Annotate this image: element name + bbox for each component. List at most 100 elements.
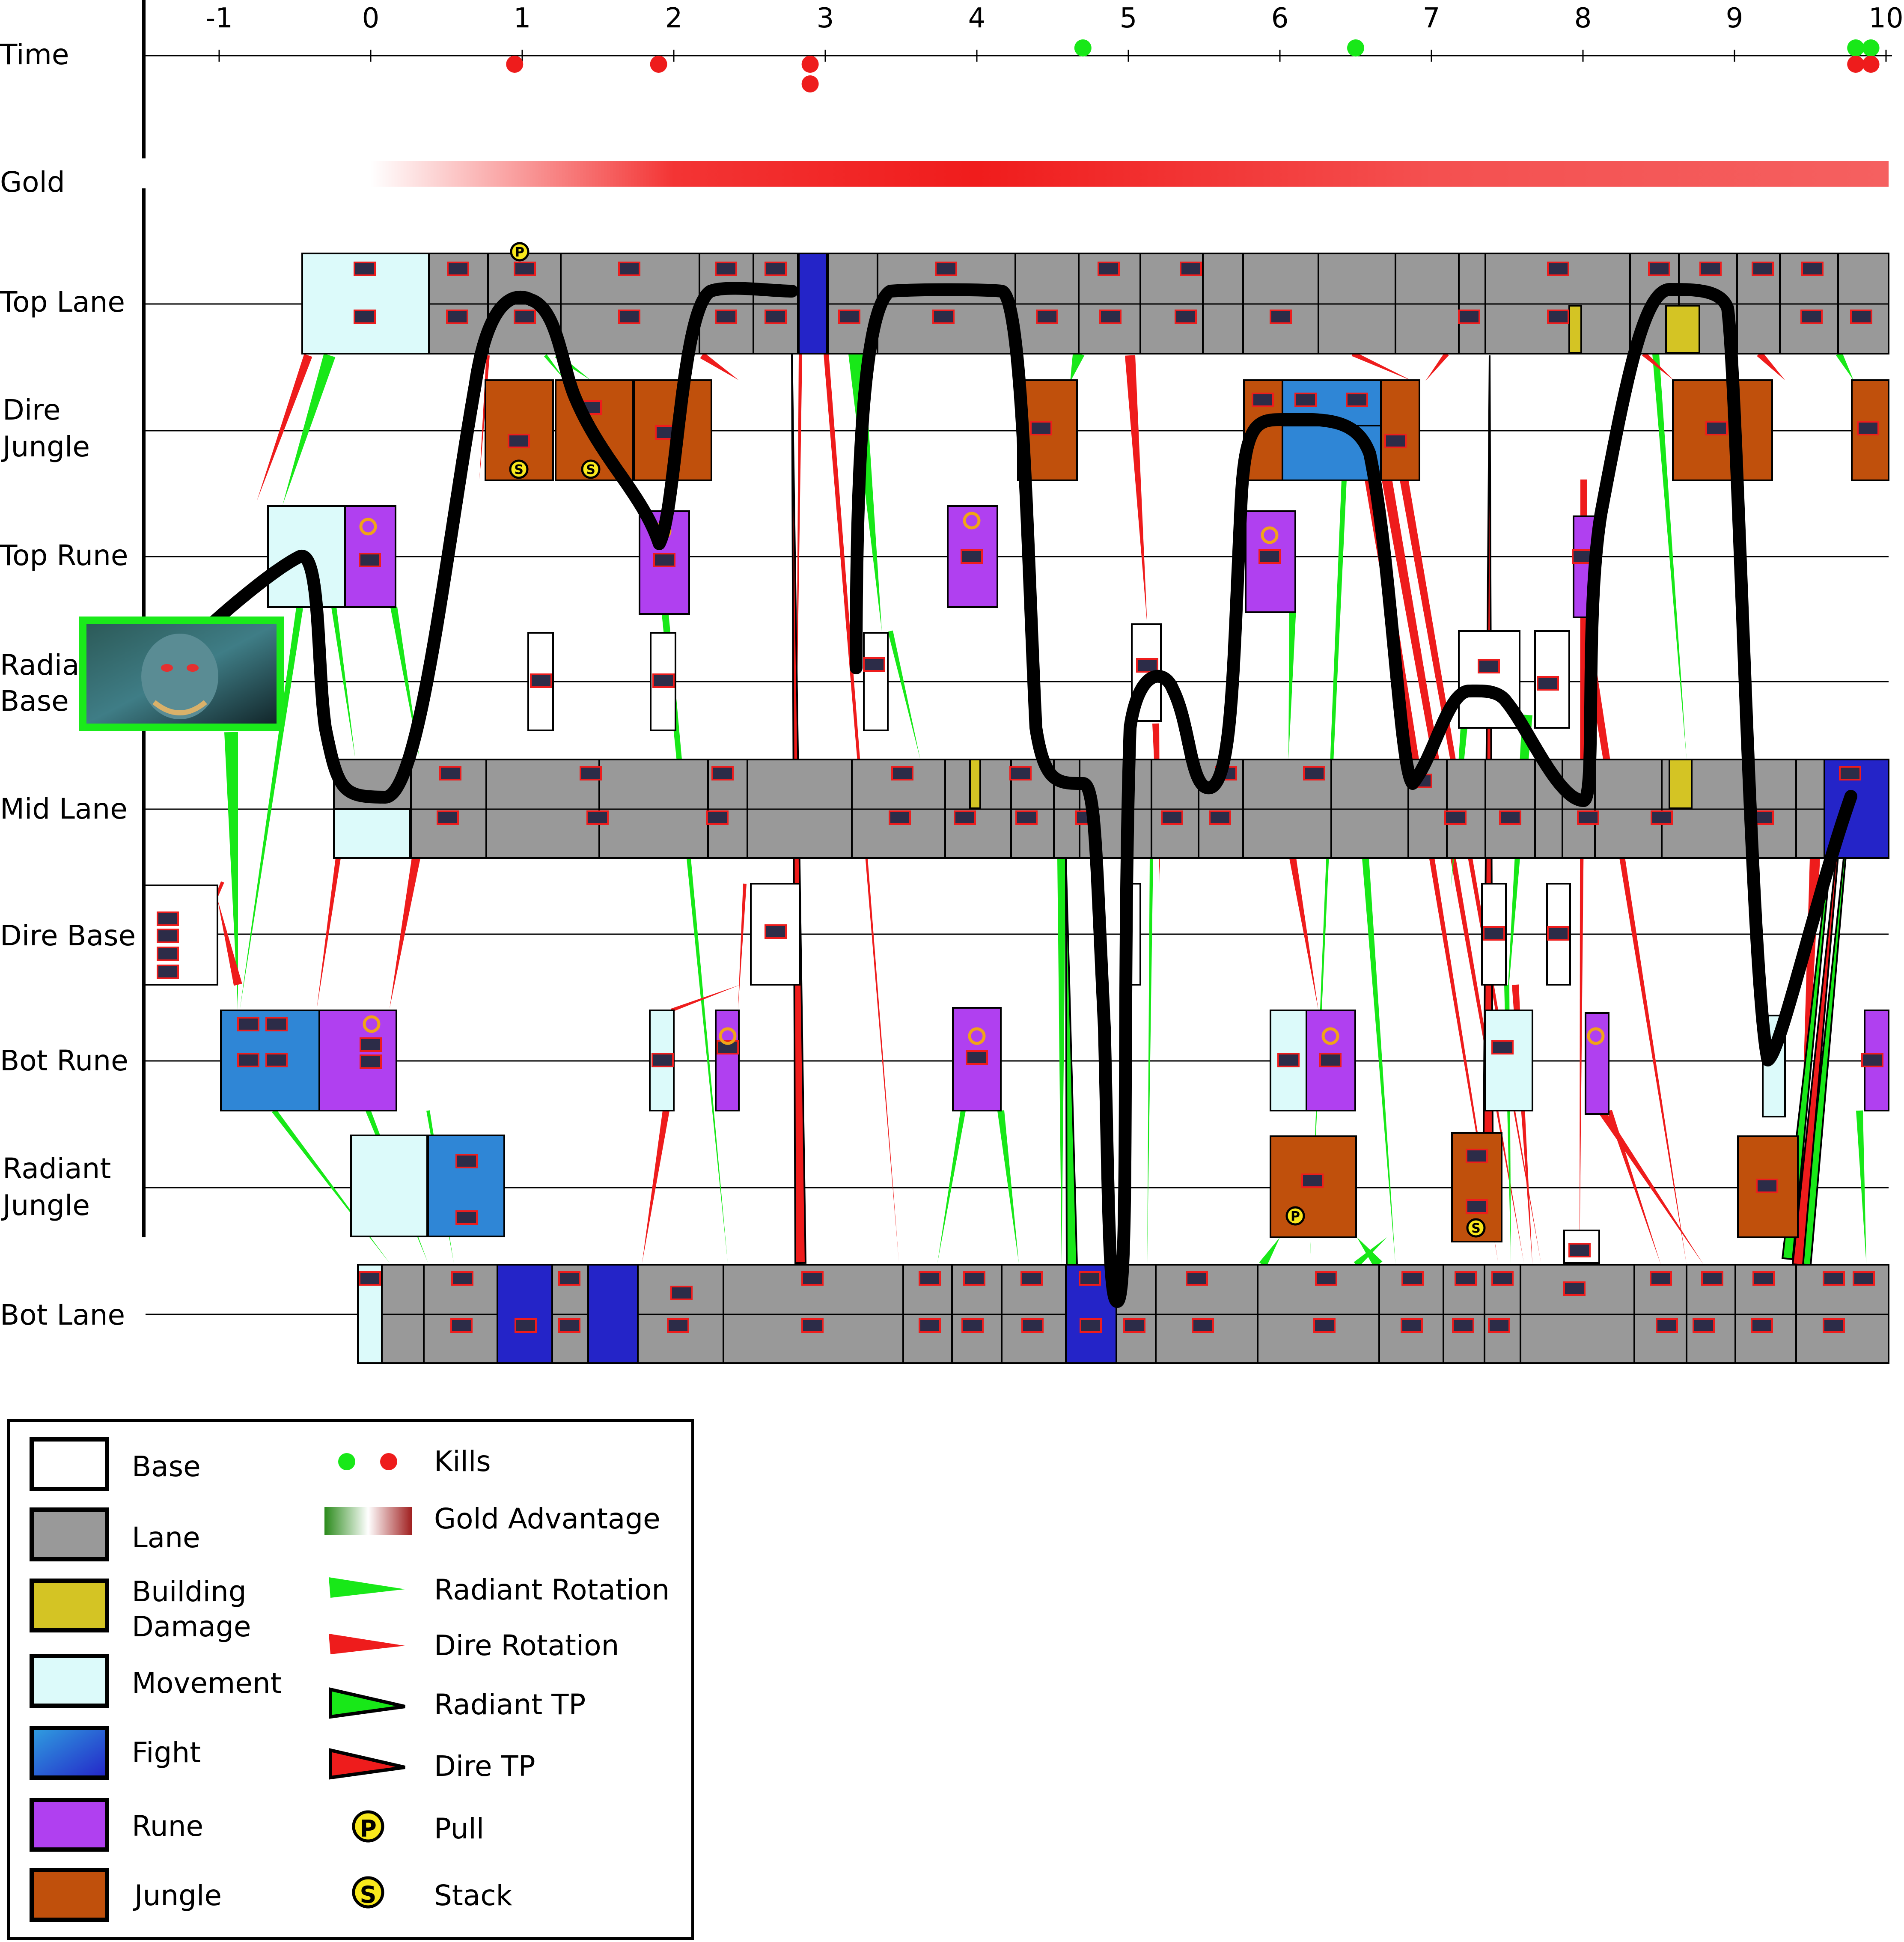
radiant-rotation-arrow <box>1057 858 1066 1265</box>
hero-mini-icon <box>1823 1271 1845 1286</box>
dire-rotation-arrow <box>1125 355 1147 625</box>
kill-radiant-dot <box>1347 39 1364 57</box>
time-tick-label: 6 <box>1271 3 1289 34</box>
hero-mini-icon <box>1209 810 1231 825</box>
hero-mini-icon <box>889 810 911 825</box>
row-label-radiant-jungle-line1: Radiant <box>3 1152 111 1185</box>
time-tick-label: 1 <box>514 3 531 34</box>
time-tick-label: -1 <box>205 3 233 34</box>
hero-mini-icon <box>1499 810 1521 825</box>
dire-rotation-arrow <box>1598 1108 1704 1265</box>
stack-icon: S <box>352 1876 384 1909</box>
hero-mini-icon <box>838 310 860 324</box>
hero-mini-icon <box>863 657 885 672</box>
time-tick-label: 2 <box>665 3 683 34</box>
base-block <box>863 632 889 731</box>
row-label-radiant-base-line2: Base <box>0 685 69 718</box>
hero-mini-icon <box>1099 310 1122 324</box>
hero-mini-icon <box>1161 810 1183 825</box>
dire-rotation-arrow <box>390 857 420 1009</box>
pull-icon: P <box>352 1810 384 1843</box>
hero-mini-icon <box>1401 1318 1423 1333</box>
fightD-block <box>587 1264 639 1364</box>
hero-mini-icon <box>1563 1281 1586 1296</box>
hero-mini-icon <box>514 310 536 324</box>
dire-rotation-arrow <box>1642 351 1674 380</box>
legend-label-gold-advantage: Gold Advantage <box>434 1502 660 1535</box>
hero-mini-icon <box>1401 1271 1424 1286</box>
legend-swatch-radiant-rotation <box>329 1577 405 1598</box>
time-tick-label: 4 <box>968 3 986 34</box>
hero-mini-icon <box>801 1271 824 1286</box>
hero-mini-icon <box>437 810 459 825</box>
hero-mini-icon <box>801 1318 824 1333</box>
hero-mini-icon <box>237 1017 259 1031</box>
time-tick-label: 9 <box>1726 3 1743 34</box>
legend: Base Lane Building Damage Movement Fight… <box>7 1419 694 1940</box>
hero-mini-icon <box>360 1037 382 1052</box>
hero-mini-icon <box>1491 1040 1514 1054</box>
jungle-block <box>1380 379 1420 481</box>
row-label-bot-lane: Bot Lane <box>0 1299 125 1331</box>
legend-label-movement: Movement <box>132 1667 282 1700</box>
legend-swatch-lane <box>30 1507 109 1561</box>
time-tick-label: 5 <box>1120 3 1137 34</box>
legend-label-kills: Kills <box>434 1445 491 1478</box>
dire-rotation-arrow <box>317 858 341 1009</box>
legend-label-building-line1: Building <box>132 1575 247 1608</box>
hero-mini-icon <box>966 1050 988 1065</box>
time-tick-label: 8 <box>1574 3 1592 34</box>
hero-mini-icon <box>1491 1271 1514 1286</box>
radiant-rotation-arrow <box>1259 1237 1280 1267</box>
hero-mini-icon <box>1136 658 1158 673</box>
hero-mini-icon <box>715 262 737 276</box>
hero-mini-icon <box>237 1053 259 1067</box>
legend-label-rune: Rune <box>132 1810 203 1843</box>
legend-label-radiant-rotation: Radiant Rotation <box>434 1573 669 1606</box>
hero-mini-icon <box>891 766 913 780</box>
pull-icon-letter: P <box>360 1815 377 1842</box>
radiant-rotation-arrow <box>390 606 419 759</box>
stack-icon-letter: S <box>586 462 595 477</box>
hero-mini-icon <box>1180 262 1202 276</box>
radiant-rotation-arrow <box>1836 352 1853 380</box>
radiant-rotation-arrow <box>1070 351 1085 382</box>
stack-icon <box>509 459 529 479</box>
kill-radiant-dot <box>1862 39 1880 57</box>
hero-mini-icon <box>354 262 376 276</box>
row-label-bot-rune: Bot Rune <box>0 1044 128 1077</box>
legend-frame <box>7 1419 694 1940</box>
rune-block <box>715 1010 740 1111</box>
row-label-radiant-jungle-line2: Jungle <box>1 1189 90 1222</box>
hero-mini-icon <box>450 1318 473 1333</box>
hero-mini-icon <box>652 673 675 688</box>
hero-mini-icon <box>1547 310 1569 324</box>
rune-icon <box>968 1027 986 1045</box>
hero-mini-icon <box>1857 421 1879 435</box>
hero-mini-icon <box>1036 310 1058 324</box>
hero-mini-icon <box>618 262 640 276</box>
hero-mini-icon <box>1346 393 1368 407</box>
hero-mini-icon <box>717 1040 739 1054</box>
stack-icon-letter: S <box>1471 1221 1481 1236</box>
hero-mini-icon <box>446 310 468 324</box>
hero-mini-icon <box>1488 1318 1510 1333</box>
hero-mini-icon <box>919 1271 941 1286</box>
rune-icon <box>1261 526 1279 544</box>
hero-mini-icon <box>919 1318 941 1333</box>
hero-mini-icon <box>652 1053 674 1067</box>
hero-mini-icon <box>1577 810 1599 825</box>
hero-mini-icon <box>1756 1179 1778 1193</box>
hero-mini-icon <box>765 924 787 939</box>
hero-mini-icon <box>1537 676 1559 691</box>
hero-mini-icon <box>1384 434 1407 448</box>
hero-mini-icon <box>508 434 530 448</box>
radiant-rotation-arrow <box>997 1110 1019 1263</box>
legend-label-stack: Stack <box>434 1879 513 1912</box>
move-block <box>1485 1010 1533 1111</box>
hero-mini-icon <box>1270 310 1292 324</box>
rune-icon <box>363 1015 381 1033</box>
hero-mini-icon <box>580 766 602 780</box>
legend-swatch-rune <box>30 1798 109 1852</box>
legend-swatch-jungle <box>30 1868 109 1922</box>
